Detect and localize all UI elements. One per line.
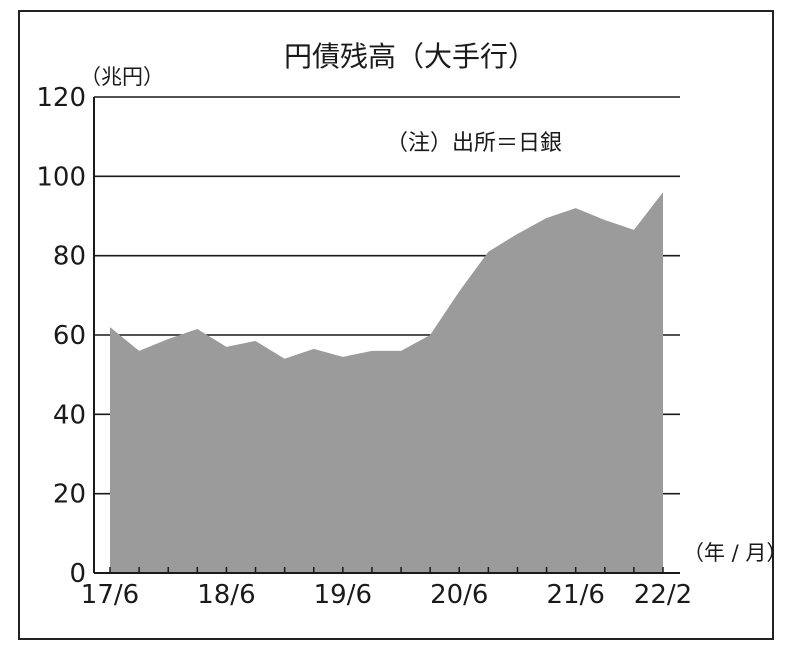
y-tick-label: 60 [53, 321, 86, 351]
chart-title: 円債残高（大手行） [284, 40, 536, 73]
x-tick-label: 20/6 [430, 580, 488, 610]
y-tick-label: 20 [53, 480, 86, 510]
x-tick-label: 21/6 [546, 580, 604, 610]
source-note: （注）出所＝日銀 [386, 131, 562, 156]
x-tick-label: 18/6 [197, 580, 255, 610]
y-axis-unit-label: （兆円） [80, 65, 164, 89]
y-tick-label: 80 [53, 242, 86, 272]
x-tick-label: 17/6 [81, 580, 139, 610]
y-tick-label: 120 [36, 83, 86, 113]
y-tick-label: 100 [36, 162, 86, 192]
axes [93, 97, 680, 574]
x-axis-unit-label: （年 / 月） [683, 541, 776, 565]
x-tick-label: 19/6 [314, 580, 372, 610]
y-tick-label: 40 [53, 400, 86, 430]
x-tick-label: 22/2 [634, 580, 692, 610]
y-tick-labels: 0 20 40 60 80 100 120 [36, 83, 86, 589]
chart-frame: 円債残高（大手行） （兆円） （年 / 月） （注）出所＝日銀 0 20 40 60 8… [18, 10, 776, 640]
area-chart: 円債残高（大手行） （兆円） （年 / 月） （注）出所＝日銀 0 20 40 60 8… [36, 40, 776, 610]
data-area [110, 192, 663, 573]
y-tick-label: 0 [69, 559, 86, 589]
area-series [110, 192, 663, 573]
x-tick-labels: 17/6 18/6 19/6 20/6 21/6 22/2 [81, 580, 692, 610]
